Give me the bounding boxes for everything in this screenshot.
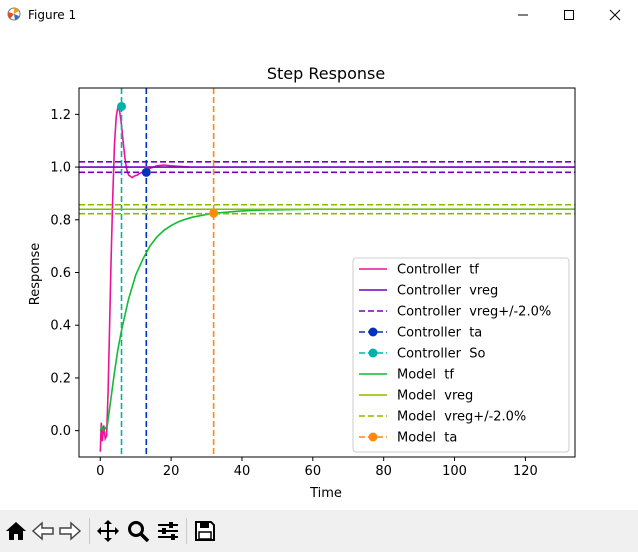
legend-box [352, 257, 570, 453]
configure-subplots-icon [158, 522, 178, 540]
series-point-model-ta [209, 208, 219, 218]
zoom-button[interactable] [126, 519, 150, 543]
legend-label-controller-so: Controller So [397, 347, 485, 362]
legend-label-model-vreg-2-0: Model vreg+/-2.0% [397, 410, 526, 425]
x-tick-label: 100 [442, 464, 467, 479]
plot-area [79, 88, 575, 457]
back-button[interactable] [31, 519, 55, 543]
forward-button[interactable] [58, 519, 82, 543]
x-tick-label: 80 [375, 464, 392, 479]
home-icon [6, 522, 26, 540]
forward-icon [59, 521, 82, 541]
close-icon [609, 9, 621, 21]
legend-label-controller-vreg: Controller vreg [397, 284, 498, 299]
legend-label-model-ta: Model ta [397, 431, 457, 446]
x-tick-label: 120 [513, 464, 538, 479]
y-tick-label: 1.2 [50, 108, 71, 123]
window-title: Figure 1 [28, 8, 77, 22]
zoom-icon [128, 521, 150, 543]
figure-canvas: Step Response Time Response 0 20 40 60 80 100… [0, 30, 638, 510]
save-icon [195, 521, 215, 541]
series-line-controller-tf [99, 106, 189, 452]
y-tick-label: 0.0 [50, 424, 71, 439]
y-tick-label: 0.2 [50, 371, 71, 386]
series-point-controller-ta [141, 167, 151, 177]
legend-marker-controller-ta [368, 327, 378, 337]
toolbar-separator [89, 518, 90, 544]
x-tick-label: 20 [163, 464, 180, 479]
minimize-button[interactable] [500, 0, 546, 30]
x-tick-label: 40 [234, 464, 251, 479]
y-tick-label: 0.4 [50, 319, 71, 334]
save-button[interactable] [193, 519, 217, 543]
series-point-controller-so [117, 101, 127, 111]
y-tick-label: 0.8 [50, 213, 71, 228]
minimize-icon [518, 14, 528, 16]
legend-label-model-vreg: Model vreg [397, 389, 473, 404]
step-response-chart: Step Response Time Response 0 20 40 60 80 100… [28, 64, 576, 501]
pan-icon [97, 520, 119, 542]
back-icon [31, 521, 54, 541]
navigation-toolbar [0, 510, 638, 552]
x-axis-label: Time [309, 486, 342, 501]
legend-label-controller-vreg-2-0: Controller vreg+/-2.0% [397, 305, 551, 320]
toolbar-separator [186, 518, 187, 544]
legend-marker-controller-so [368, 348, 378, 358]
window-titlebar: Figure 1 [0, 0, 638, 30]
configure-subplots-button[interactable] [156, 519, 180, 543]
maximize-icon [564, 10, 574, 20]
chart-title: Step Response [267, 64, 385, 83]
legend-marker-model-ta [368, 432, 378, 442]
legend-label-controller-ta: Controller ta [397, 326, 482, 341]
legend-label-model-tf: Model tf [397, 368, 454, 383]
x-tick-label: 60 [305, 464, 322, 479]
y-tick-label: 1.0 [50, 161, 71, 176]
matplotlib-logo-icon [7, 7, 21, 21]
close-button[interactable] [592, 0, 638, 30]
legend-label-controller-tf: Controller tf [397, 263, 479, 278]
y-tick-label: 0.6 [50, 266, 71, 281]
x-tick-label: 0 [96, 464, 104, 479]
pan-button[interactable] [96, 519, 120, 543]
home-button[interactable] [4, 519, 28, 543]
maximize-button[interactable] [546, 0, 592, 30]
y-axis-label: Response [28, 243, 43, 305]
